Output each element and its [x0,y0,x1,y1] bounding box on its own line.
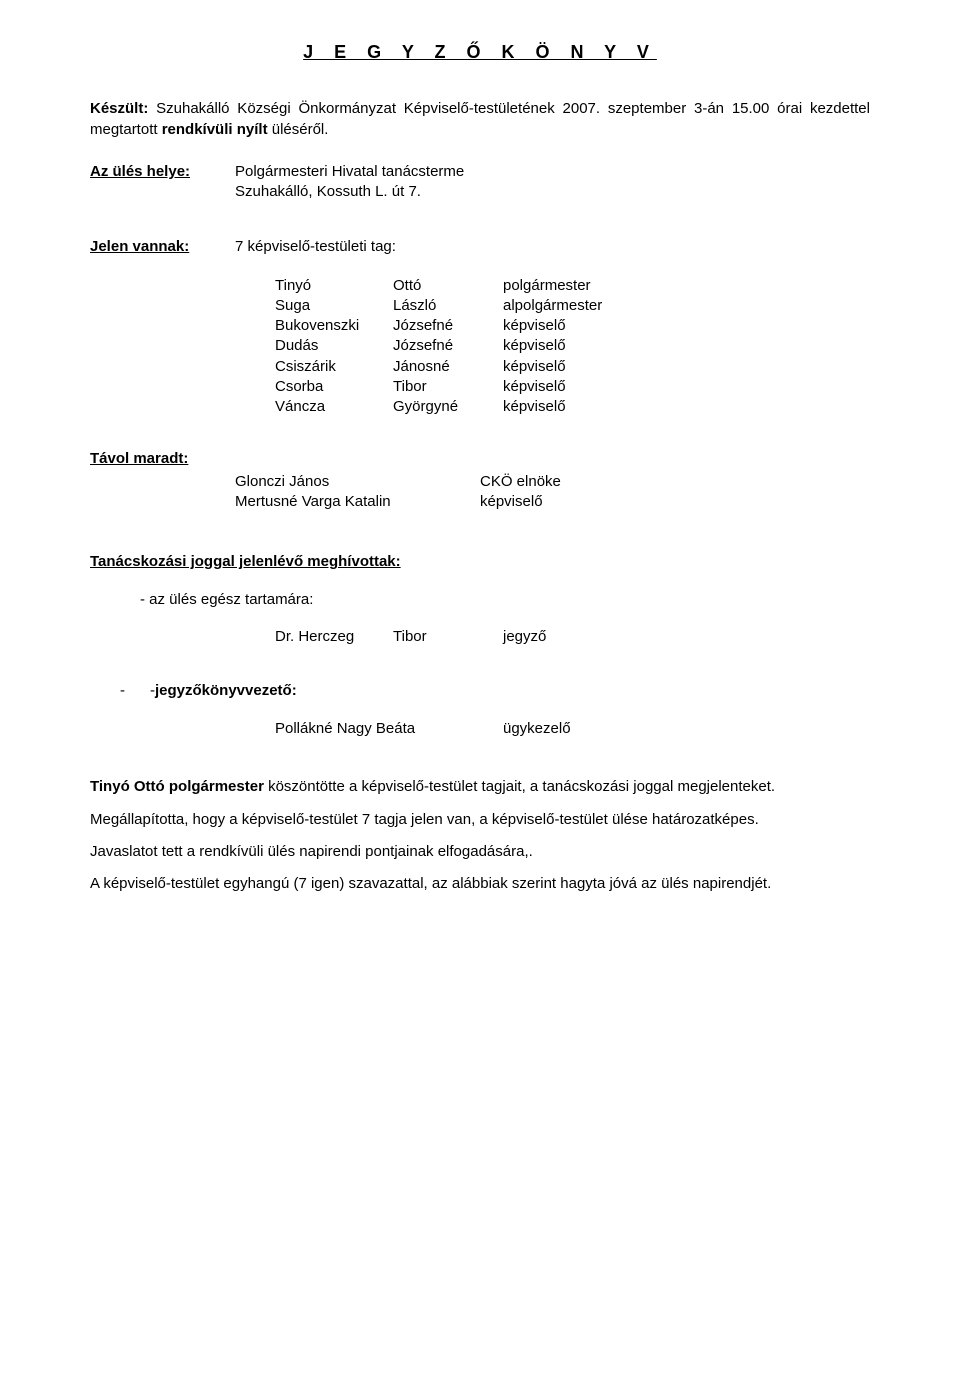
members-table: Tinyó Ottó polgármester Suga László alpo… [275,276,870,418]
present-label: Jelen vannak: [90,237,235,257]
table-row: Dudás Józsefné képviselő [275,336,870,356]
absent-block: Távol maradt: Glonczi János CKÖ elnöke M… [90,449,870,512]
member-role: képviselő [503,336,870,356]
member-lastname: Suga [275,296,393,316]
table-row: Bukovenszki Józsefné képviselő [275,316,870,336]
table-row: Tinyó Ottó polgármester [275,276,870,296]
intro-bold: rendkívüli nyílt [162,121,268,138]
recorder-row: Pollákné Nagy Beáta ügykezelő [275,719,870,739]
member-lastname: Csorba [275,377,393,397]
notary-lastname: Dr. Herczeg [275,627,393,647]
intro-text-2: üléséről. [268,121,329,138]
location-line1: Polgármesteri Hivatal tanácsterme [235,162,870,182]
mayor-name-bold: Tinyó Ottó polgármester [90,778,264,795]
table-row: Mertusné Varga Katalin képviselő [235,492,870,512]
member-firstname: Józsefné [393,316,503,336]
member-firstname: Jánosné [393,357,503,377]
bullet-whole-session: - az ülés egész tartamára: [140,590,870,610]
member-role: alpolgármester [503,296,870,316]
table-row: Suga László alpolgármester [275,296,870,316]
table-row: Csiszárik Jánosné képviselő [275,357,870,377]
absent-name: Mertusné Varga Katalin [235,492,480,512]
member-lastname: Váncza [275,397,393,417]
table-row: Glonczi János CKÖ elnöke [235,472,870,492]
member-role: képviselő [503,397,870,417]
present-row: Jelen vannak: 7 képviselő-testületi tag: [90,237,870,257]
member-role: képviselő [503,377,870,397]
notary-row: Dr. Herczeg Tibor jegyző [275,627,870,647]
member-role: polgármester [503,276,870,296]
document-title: J E G Y Z Ő K Ö N Y V [90,40,870,64]
member-lastname: Dudás [275,336,393,356]
body-paragraph-1: Tinyó Ottó polgármester köszöntötte a ké… [90,777,870,797]
absent-name: Glonczi János [235,472,480,492]
notary-firstname: Tibor [393,627,503,647]
dash-icon: - [120,681,150,701]
notary-role: jegyző [503,627,870,647]
recorder-role: ügykezelő [503,719,870,739]
member-firstname: Józsefné [393,336,503,356]
member-firstname: László [393,296,503,316]
absent-label: Távol maradt: [90,449,870,469]
body-paragraph-3: Javaslatot tett a rendkívüli ülés napire… [90,842,870,862]
member-role: képviselő [503,316,870,336]
location-value: Polgármesteri Hivatal tanácsterme Szuhak… [235,162,870,203]
intro-paragraph: Készült: Szuhakálló Községi Önkormányzat… [90,99,870,140]
member-firstname: Györgyné [393,397,503,417]
member-firstname: Tibor [393,377,503,397]
consultation-heading: Tanácskozási joggal jelenlévő meghívotta… [90,552,870,572]
recorder-heading-row: - - jegyzőkönyvvezető: [120,681,870,701]
location-line2: Szuhakálló, Kossuth L. út 7. [235,182,870,202]
member-firstname: Ottó [393,276,503,296]
intro-lead: Készült: [90,100,148,117]
table-row: Csorba Tibor képviselő [275,377,870,397]
member-role: képviselő [503,357,870,377]
para1-rest: köszöntötte a képviselő-testület tagjait… [264,778,775,795]
member-lastname: Tinyó [275,276,393,296]
present-value: 7 képviselő-testületi tag: [235,237,870,257]
member-lastname: Bukovenszki [275,316,393,336]
body-paragraph-2: Megállapította, hogy a képviselő-testüle… [90,810,870,830]
recorder-name: Pollákné Nagy Beáta [275,719,503,739]
location-label: Az ülés helye: [90,162,235,203]
member-lastname: Csiszárik [275,357,393,377]
location-row: Az ülés helye: Polgármesteri Hivatal tan… [90,162,870,203]
table-row: Váncza Györgyné képviselő [275,397,870,417]
absent-role: CKÖ elnöke [480,472,870,492]
absent-role: képviselő [480,492,870,512]
recorder-label: jegyzőkönyvvezető: [155,681,297,701]
body-paragraph-4: A képviselő-testület egyhangú (7 igen) s… [90,874,870,894]
